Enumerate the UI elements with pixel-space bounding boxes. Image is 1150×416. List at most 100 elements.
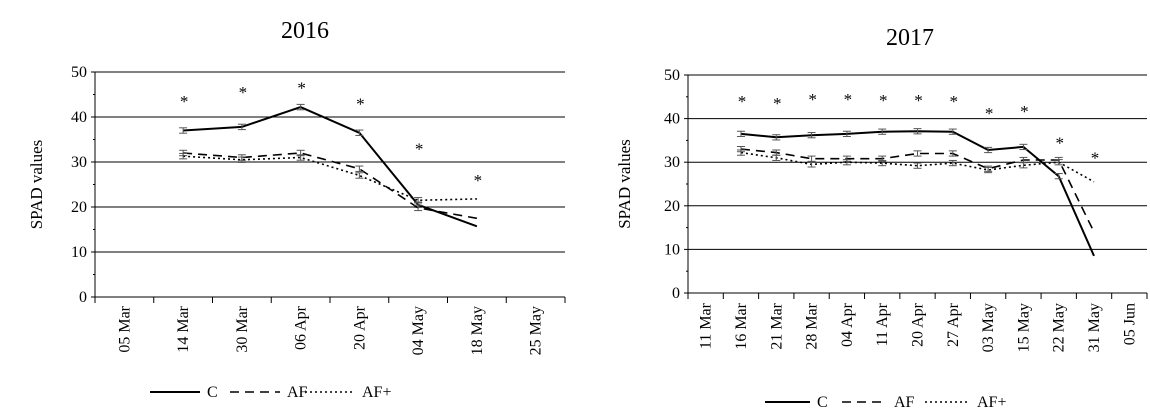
series-line-C bbox=[740, 130, 1095, 257]
error-bar bbox=[772, 154, 781, 161]
y-tick-label: 50 bbox=[71, 64, 87, 81]
error-bar bbox=[878, 159, 887, 167]
error-bar bbox=[355, 129, 364, 136]
legend-label: AF+ bbox=[977, 394, 1006, 411]
error-bar bbox=[237, 156, 246, 163]
significance-marker: * bbox=[297, 79, 306, 98]
chart-2016: 2016 SPAD values 0 10 20 30 40 50 05 Mar 14 Mar 30… bbox=[27, 18, 566, 401]
x-tick-label: 25 May bbox=[528, 306, 545, 355]
error-bar bbox=[736, 130, 745, 137]
error-bar bbox=[296, 103, 305, 111]
x-tick-label: 15 May bbox=[1015, 303, 1032, 352]
x-tick-label: 16 Mar bbox=[733, 302, 750, 349]
y-axis-label: SPAD values bbox=[615, 139, 634, 229]
error-bar bbox=[913, 162, 922, 169]
legend-label: AF bbox=[287, 384, 308, 401]
y-tick-label: 40 bbox=[71, 109, 87, 126]
x-tick-label: 30 Mar bbox=[234, 305, 251, 352]
x-tick-label: 22 May bbox=[1051, 303, 1068, 352]
y-tick-label: 0 bbox=[79, 289, 87, 306]
error-bar bbox=[1019, 162, 1028, 169]
significance-marker: * bbox=[239, 83, 248, 102]
y-tick-label: 50 bbox=[664, 67, 680, 84]
x-tick-label: 06 Apr bbox=[293, 305, 310, 350]
error-bar bbox=[355, 172, 364, 179]
x-tick-label: 18 May bbox=[469, 306, 486, 355]
significance-marker: * bbox=[914, 91, 923, 110]
error-bar bbox=[948, 150, 957, 157]
x-tick-label: 31 May bbox=[1086, 303, 1103, 352]
significance-marker: * bbox=[773, 94, 782, 113]
x-tick-label: 21 Mar bbox=[768, 302, 785, 349]
x-tick-label: 05 Mar bbox=[116, 305, 133, 352]
error-bar bbox=[984, 166, 993, 174]
series-line-C bbox=[183, 106, 478, 228]
error-bar bbox=[772, 134, 781, 141]
significance-marker: * bbox=[1020, 102, 1029, 121]
x-tick-label: 04 May bbox=[410, 306, 427, 355]
significance-marker: * bbox=[415, 139, 424, 158]
significance-marker: * bbox=[1091, 149, 1100, 168]
error-bar bbox=[355, 165, 364, 172]
y-tick-label: 0 bbox=[672, 285, 680, 302]
error-bar bbox=[878, 128, 887, 135]
y-tick-label: 30 bbox=[71, 154, 87, 171]
x-tick-label: 20 Apr bbox=[351, 305, 368, 350]
error-bar bbox=[296, 154, 305, 161]
significance-marker: * bbox=[738, 92, 747, 111]
y-tick-label: 10 bbox=[664, 241, 680, 258]
x-tick-label: 11 Apr bbox=[874, 302, 891, 346]
error-bar bbox=[913, 128, 922, 135]
significance-marker: * bbox=[985, 104, 994, 123]
error-bar bbox=[842, 130, 851, 137]
x-tick-label: 11 Mar bbox=[698, 302, 715, 349]
significance-marker: * bbox=[474, 171, 483, 190]
x-tick-label: 28 Mar bbox=[804, 302, 821, 349]
significance-marker: * bbox=[1055, 133, 1064, 152]
error-bar bbox=[948, 128, 957, 135]
series-line-AF+ bbox=[740, 151, 1095, 183]
legend-label: C bbox=[207, 384, 218, 401]
series-line-AF bbox=[183, 152, 478, 220]
error-bar bbox=[807, 132, 816, 139]
error-bar bbox=[984, 146, 993, 154]
y-tick-label: 30 bbox=[664, 154, 680, 171]
significance-marker: * bbox=[950, 92, 959, 111]
significance-marker: * bbox=[879, 91, 888, 110]
error-bar bbox=[1054, 159, 1063, 166]
error-bar bbox=[179, 152, 188, 160]
x-tick-label: 27 Apr bbox=[945, 302, 962, 347]
legend-label: C bbox=[817, 394, 828, 411]
series-line-AF+ bbox=[183, 155, 477, 202]
error-bar bbox=[237, 123, 246, 131]
error-bar bbox=[179, 127, 188, 134]
significance-marker: * bbox=[180, 92, 189, 111]
x-tick-label: 05 Jun bbox=[1121, 303, 1138, 345]
error-bar bbox=[807, 161, 816, 168]
chart-2017: 2017 SPAD values 0 10 20 30 40 50 11 Mar 16 Mar 21… bbox=[615, 25, 1148, 411]
x-tick-label: 20 Apr bbox=[910, 302, 927, 347]
y-axis-label: SPAD values bbox=[27, 140, 46, 230]
y-tick-label: 40 bbox=[664, 111, 680, 128]
significance-marker: * bbox=[808, 90, 817, 109]
y-tick-label: 20 bbox=[71, 199, 87, 216]
error-bar bbox=[1019, 143, 1028, 151]
significance-marker: * bbox=[356, 94, 365, 113]
error-bar bbox=[736, 149, 745, 156]
chart-title: 2016 bbox=[281, 18, 329, 44]
x-tick-label: 03 May bbox=[980, 303, 997, 352]
error-bar bbox=[1054, 173, 1063, 180]
y-tick-label: 20 bbox=[664, 198, 680, 215]
legend-label: AF+ bbox=[362, 384, 391, 401]
error-bar bbox=[842, 159, 851, 166]
x-tick-label: 04 Apr bbox=[839, 302, 856, 347]
error-bar bbox=[414, 204, 423, 212]
chart-title: 2017 bbox=[886, 25, 934, 51]
error-bar bbox=[948, 159, 957, 167]
error-bar bbox=[913, 150, 922, 157]
significance-marker: * bbox=[844, 90, 853, 109]
x-tick-label: 14 Mar bbox=[175, 305, 192, 352]
y-tick-label: 10 bbox=[71, 244, 87, 261]
legend-label: AF bbox=[894, 394, 915, 411]
